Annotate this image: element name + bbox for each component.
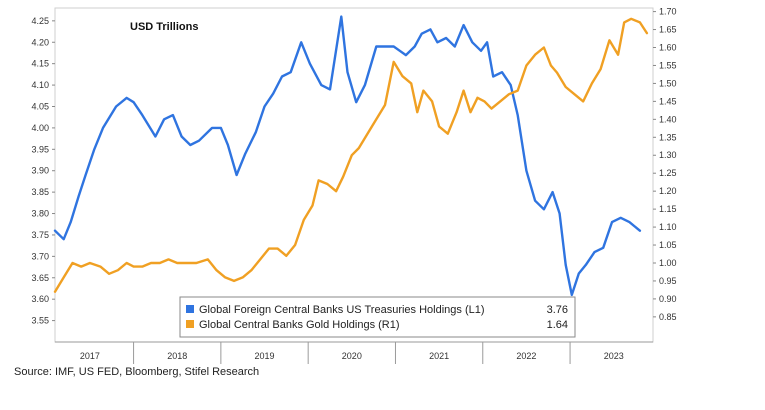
right-tick-label: 1.20	[659, 186, 677, 196]
left-tick-label: 3.75	[31, 230, 49, 240]
right-tick-label: 1.05	[659, 240, 677, 250]
right-tick-label: 1.35	[659, 132, 677, 142]
left-axis: 4.25 4.20 4.15 4.10 4.05 4.00 3.95 3.90 3.85 3.80…	[31, 16, 55, 326]
left-tick-label: 3.90	[31, 166, 49, 176]
legend-value-treasuries: 3.76	[547, 304, 568, 316]
right-tick-label: 1.70	[659, 7, 677, 17]
legend-label-treasuries: Global Foreign Central Banks US Treasuri…	[199, 304, 485, 316]
right-tick-label: 0.90	[659, 294, 677, 304]
right-tick-label: 1.30	[659, 150, 677, 160]
legend-swatch-gold	[186, 320, 194, 328]
left-tick-label: 4.00	[31, 123, 49, 133]
legend-swatch-treasuries	[186, 305, 194, 313]
year-label: 2022	[516, 351, 536, 361]
left-tick-label: 4.20	[31, 37, 49, 47]
year-label: 2019	[255, 351, 275, 361]
left-tick-label: 4.05	[31, 101, 49, 111]
right-axis: 1.70 1.65 1.60 1.55 1.50 1.45 1.40 1.35 1.30 1.25…	[653, 7, 677, 322]
right-tick-label: 1.25	[659, 168, 677, 178]
x-axis: 2017 2018 2019 2020 2021 2022 2023	[55, 341, 653, 364]
source-note: Source: IMF, US FED, Bloomberg, Stifel R…	[14, 366, 260, 378]
series-line-gold	[53, 17, 649, 293]
right-tick-label: 1.60	[659, 43, 677, 53]
left-tick-label: 3.95	[31, 144, 49, 154]
right-tick-label: 0.95	[659, 276, 677, 286]
right-tick-label: 1.15	[659, 204, 677, 214]
right-tick-label: 1.65	[659, 25, 677, 35]
legend-box	[179, 296, 576, 338]
series-layer	[53, 15, 649, 297]
right-tick-label: 1.55	[659, 60, 677, 70]
right-tick-label: 1.00	[659, 258, 677, 268]
year-label: 2017	[80, 351, 100, 361]
left-tick-label: 3.80	[31, 209, 49, 219]
left-tick-label: 4.25	[31, 16, 49, 26]
plot-frame	[54, 7, 654, 343]
right-tick-label: 1.40	[659, 114, 677, 124]
left-tick-label: 3.85	[31, 187, 49, 197]
right-tick-label: 1.50	[659, 78, 677, 88]
left-tick-label: 4.15	[31, 59, 49, 69]
left-tick-label: 4.10	[31, 80, 49, 90]
left-tick-label: 3.65	[31, 273, 49, 283]
year-label: 2023	[604, 351, 624, 361]
series-line-treasuries	[53, 15, 642, 297]
right-tick-label: 1.10	[659, 222, 677, 232]
year-label: 2018	[167, 351, 187, 361]
left-tick-label: 3.60	[31, 294, 49, 304]
legend-label-gold: Global Central Banks Gold Holdings (R1)	[199, 319, 400, 331]
year-label: 2020	[342, 351, 362, 361]
left-tick-label: 3.70	[31, 251, 49, 261]
chart-title: USD Trillions	[130, 21, 198, 33]
right-tick-label: 1.45	[659, 96, 677, 106]
legend-value-gold: 1.64	[547, 319, 568, 331]
year-label: 2021	[429, 351, 449, 361]
legend: Global Foreign Central Banks US Treasuri…	[179, 296, 576, 338]
left-tick-label: 3.55	[31, 316, 49, 326]
right-tick-label: 0.85	[659, 312, 677, 322]
